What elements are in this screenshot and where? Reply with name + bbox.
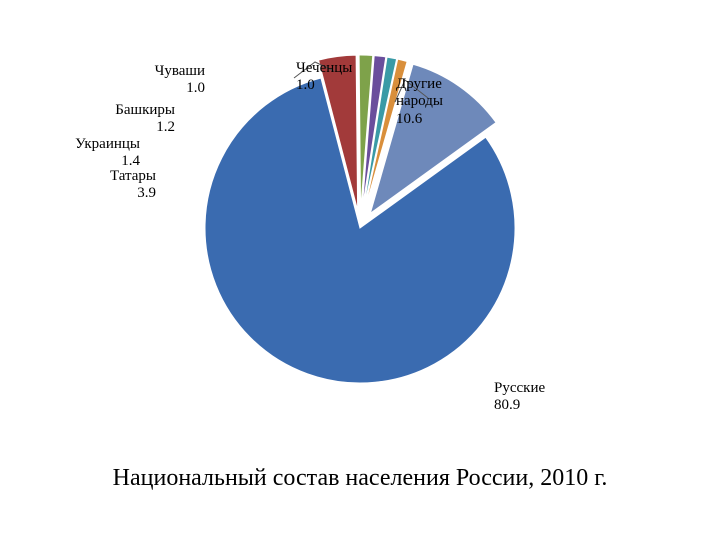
- pie-label-chuvashi: Чуваши1.0: [155, 63, 205, 98]
- pie-label-russkie: Русские80.9: [494, 380, 545, 415]
- page: Другиенароды10.6 Русские80.9 Татары3.9Укра…: [0, 0, 720, 540]
- pie-label-drugie: Другиенароды10.6: [396, 76, 443, 128]
- pie-label-tatary: Татары3.9: [110, 168, 156, 203]
- pie-label-ukraincy: Украинцы1.4: [75, 136, 140, 171]
- pie-label-bashkiry: Башкиры1.2: [115, 102, 175, 137]
- pie-chart: Другиенароды10.6 Русские80.9 Татары3.9Укра…: [0, 0, 720, 440]
- pie-svg: [0, 0, 720, 440]
- chart-caption: Национальный состав населения России, 20…: [0, 465, 720, 492]
- pie-label-chechency: Чеченцы1.0: [296, 60, 352, 95]
